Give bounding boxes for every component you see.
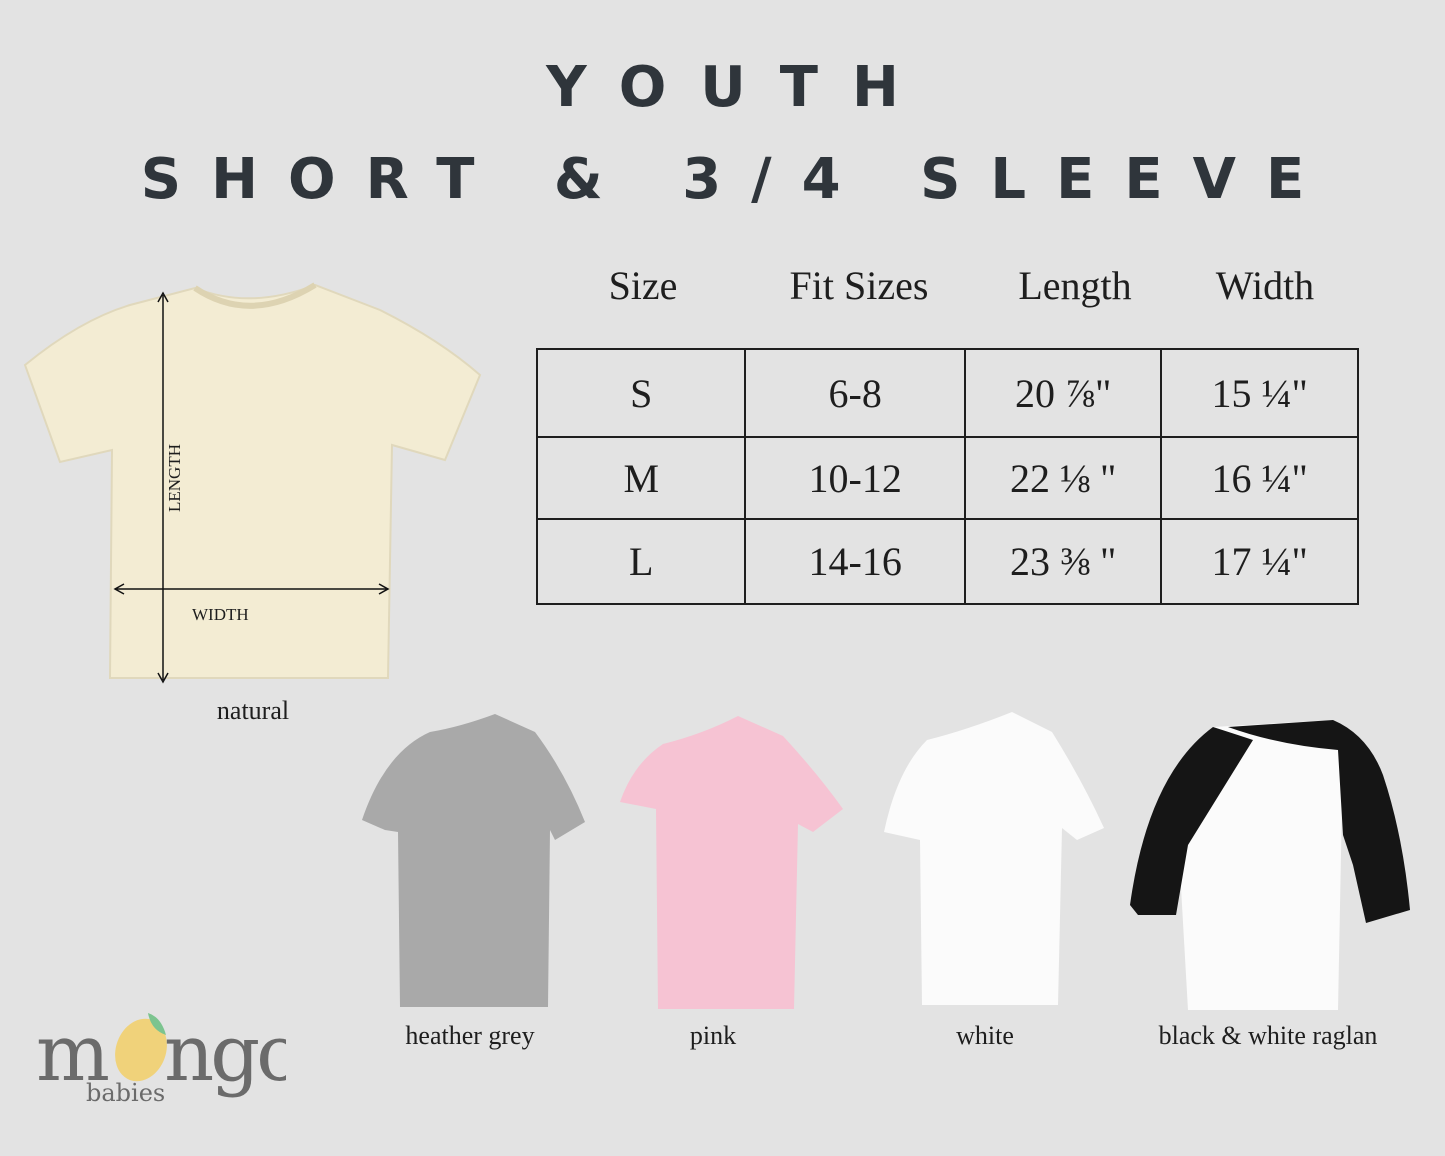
pink-shirt-image bbox=[620, 716, 843, 1009]
white-shirt-image bbox=[884, 712, 1104, 1005]
header-length: Length bbox=[1018, 263, 1132, 308]
table-row: L 14-16 23 ⅜ " 17 ¼" bbox=[535, 518, 1359, 605]
natural-shirt-image bbox=[23, 282, 482, 684]
cell: 16 ¼" bbox=[1160, 436, 1359, 520]
color-label-heather-grey: heather grey bbox=[405, 1021, 535, 1050]
cell: 14-16 bbox=[744, 518, 966, 605]
cell: 22 ⅛ " bbox=[963, 436, 1163, 520]
mongo-babies-logo: m ngo babies bbox=[36, 1005, 304, 1114]
title-youth: YOUTH bbox=[546, 55, 933, 120]
cell: 17 ¼" bbox=[1160, 518, 1359, 605]
header-width: Width bbox=[1215, 263, 1315, 308]
color-label-natural: natural bbox=[216, 696, 290, 725]
title-sleeve: SHORT & 3/4 SLEEVE bbox=[140, 147, 1335, 212]
cell: 15 ¼" bbox=[1160, 348, 1359, 438]
svg-text:ngo: ngo bbox=[164, 1009, 286, 1099]
cell: L bbox=[535, 518, 747, 605]
table-row: S 6-8 20 ⅞" 15 ¼" bbox=[535, 348, 1359, 438]
color-label-pink: pink bbox=[689, 1021, 737, 1050]
size-table: S 6-8 20 ⅞" 15 ¼" M 10-12 22 ⅛ " 16 ¼" L 14-16 2… bbox=[535, 348, 1359, 605]
heather-grey-shirt-image bbox=[362, 714, 585, 1007]
svg-text:babies: babies bbox=[86, 1079, 165, 1107]
color-label-raglan: black & white raglan bbox=[1158, 1021, 1378, 1050]
color-label-white: white bbox=[956, 1021, 1014, 1050]
width-label: WIDTH bbox=[192, 605, 249, 624]
logo-graphic: m ngo babies bbox=[36, 1009, 304, 1107]
cell: S bbox=[535, 348, 747, 438]
cell: 10-12 bbox=[744, 436, 966, 520]
header-size: Size bbox=[608, 263, 678, 308]
table-row: M 10-12 22 ⅛ " 16 ¼" bbox=[535, 436, 1359, 520]
length-label: LENGTH bbox=[165, 444, 184, 512]
cell: 6-8 bbox=[744, 348, 966, 438]
cell: 20 ⅞" bbox=[963, 348, 1163, 438]
raglan-shirt-image bbox=[1130, 720, 1410, 1010]
header-fit-sizes: Fit Sizes bbox=[789, 263, 929, 308]
cell: 23 ⅜ " bbox=[963, 518, 1163, 605]
svg-text:m: m bbox=[36, 1009, 108, 1099]
cell: M bbox=[535, 436, 747, 520]
